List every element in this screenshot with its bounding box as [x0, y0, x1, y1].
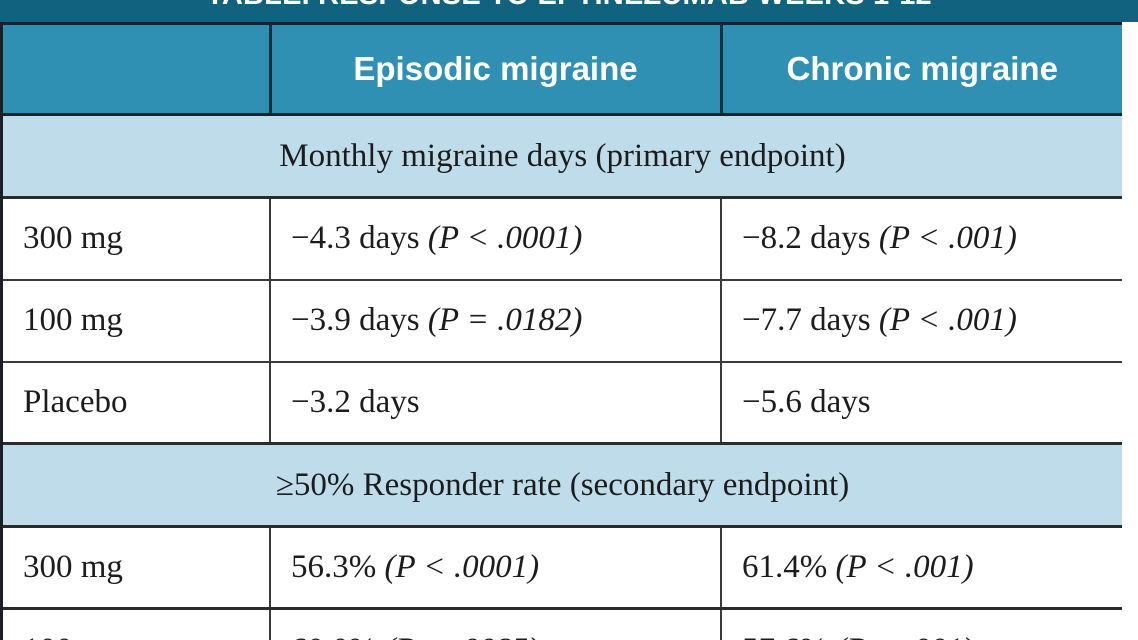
value-text: −3.2 days	[291, 383, 420, 420]
cell-chronic-100mg-mmd: −7.7 days (P < .001)	[720, 279, 1122, 363]
table-container: Episodic migraine Chronic migraine Month…	[0, 22, 1122, 640]
p-value-text: (P = .0085)	[376, 632, 540, 640]
header-cell-chronic-migraine: Chronic migraine	[719, 22, 1122, 116]
row-label-100mg-responder: 100 mg	[3, 608, 270, 640]
p-value-text: (P < .001)	[878, 220, 1017, 257]
row-label-300mg-mmd: 300 mg	[3, 197, 270, 281]
table-title: TABLE. RESPONSE TO EPTINEZUMAB WEEKS 1-1…	[0, 0, 1138, 22]
p-value-text: (P < .0001)	[427, 220, 583, 257]
value-text: 60.0%	[291, 632, 376, 640]
p-value-text: (P < .001)	[835, 549, 974, 585]
value-text: −3.9 days	[291, 302, 420, 338]
section-heading-primary-endpoint: Monthly migraine days (primary endpoint)	[3, 113, 1122, 199]
response-table: Episodic migraine Chronic migraine Month…	[3, 22, 1122, 640]
value-text: −4.3 days	[291, 220, 420, 257]
table-header-row: Episodic migraine Chronic migraine	[3, 22, 1122, 116]
row-label-300mg-responder: 300 mg	[3, 526, 270, 610]
cell-episodic-placebo-mmd: −3.2 days	[269, 361, 721, 445]
value-text: −5.6 days	[742, 383, 871, 420]
section-header-row-secondary: ≥50% Responder rate (secondary endpoint)	[3, 442, 1122, 528]
table-row: 300 mg −4.3 days (P < .0001) −8.2 days (…	[3, 197, 1122, 281]
cell-episodic-300mg-mmd: −4.3 days (P < .0001)	[269, 197, 721, 281]
value-text: 56.3%	[291, 549, 377, 585]
section-heading-secondary-endpoint: ≥50% Responder rate (secondary endpoint)	[3, 442, 1122, 528]
header-cell-rowlabel	[3, 22, 270, 116]
row-label-placebo-mmd: Placebo	[3, 361, 270, 445]
value-text: −8.2 days	[742, 220, 871, 257]
p-value-text: (P = .0182)	[427, 302, 583, 338]
cell-chronic-300mg-responder: 61.4% (P < .001)	[720, 526, 1122, 610]
section-header-row-primary: Monthly migraine days (primary endpoint)	[3, 113, 1122, 199]
table-row: 100 mg −3.9 days (P = .0182) −7.7 days (…	[3, 279, 1122, 363]
table-row: 300 mg 56.3% (P < .0001) 61.4% (P < .001…	[3, 526, 1122, 610]
p-value-text: (P < .001)	[827, 632, 974, 640]
p-value-text: (P < .0001)	[384, 549, 540, 585]
value-text: 61.4%	[742, 549, 828, 585]
row-label-100mg-mmd: 100 mg	[3, 279, 270, 363]
cell-chronic-300mg-mmd: −8.2 days (P < .001)	[720, 197, 1122, 281]
cell-episodic-100mg-responder: 60.0% (P = .0085)	[269, 608, 721, 640]
cell-chronic-placebo-mmd: −5.6 days	[720, 361, 1122, 445]
p-value-text: (P < .001)	[878, 302, 1017, 338]
table-row: Placebo −3.2 days −5.6 days	[3, 361, 1122, 445]
header-cell-episodic-migraine: Episodic migraine	[268, 22, 721, 116]
value-text: −7.7 days	[742, 302, 871, 338]
cell-episodic-300mg-responder: 56.3% (P < .0001)	[269, 526, 721, 610]
table-row: 100 mg 60.0% (P = .0085) 57.6% (P < .001…	[3, 608, 1122, 640]
cell-episodic-100mg-mmd: −3.9 days (P = .0182)	[269, 279, 721, 363]
value-text: 57.6%	[742, 632, 827, 640]
cell-chronic-100mg-responder: 57.6% (P < .001)	[720, 608, 1122, 640]
